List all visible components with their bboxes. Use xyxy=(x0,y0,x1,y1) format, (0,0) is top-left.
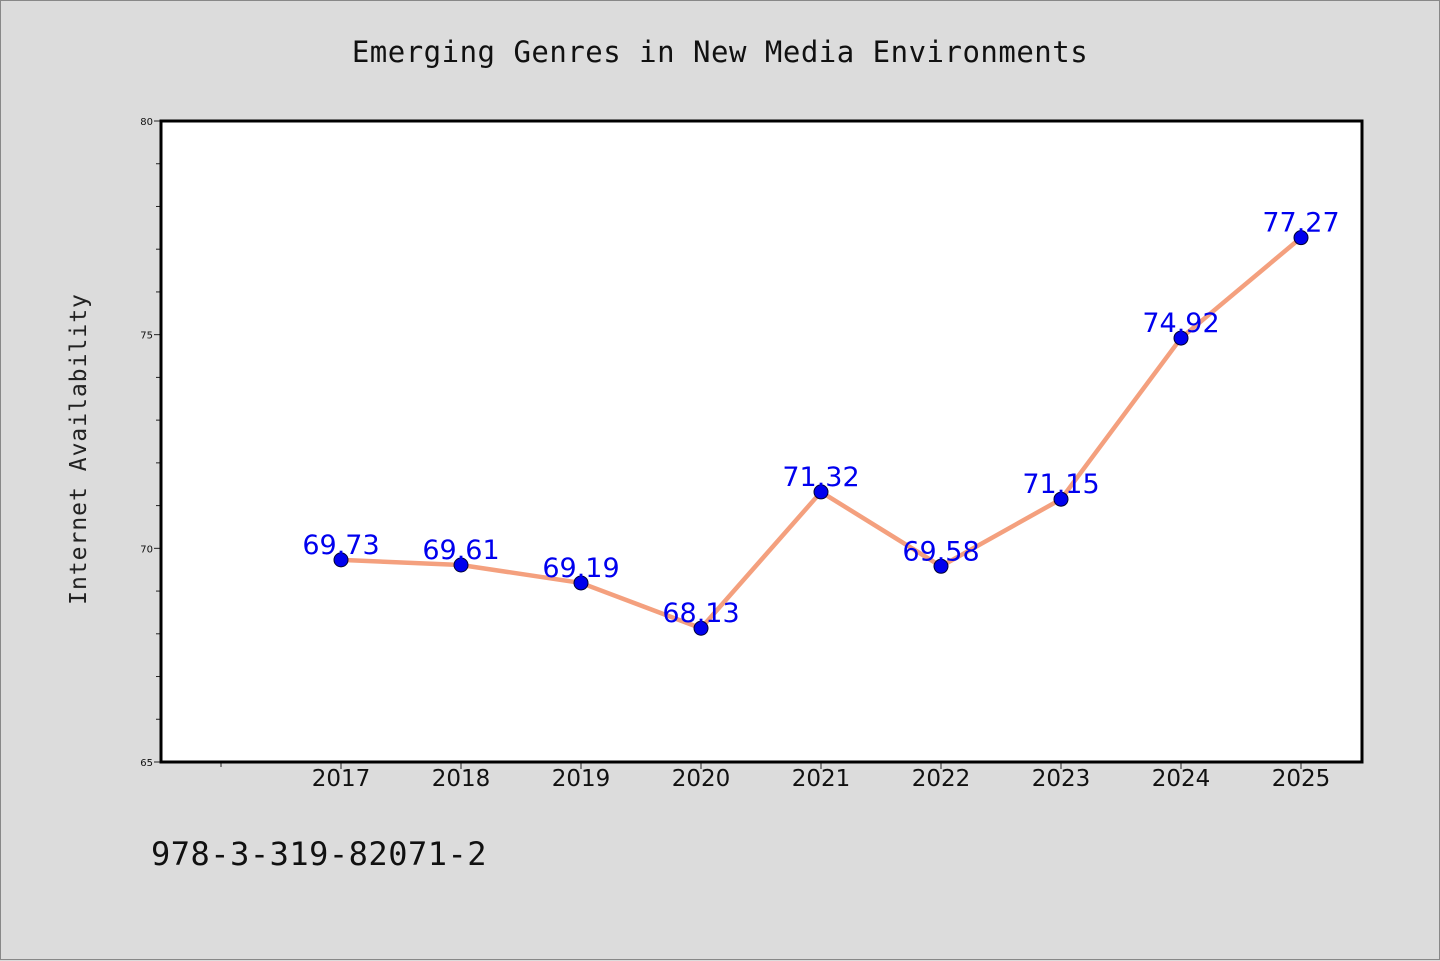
plot-background xyxy=(161,121,1362,762)
data-point xyxy=(1173,330,1189,346)
x-tick-label: 2019 xyxy=(552,766,611,792)
data-label: 71.15 xyxy=(1022,469,1099,500)
x-tick-label: 2023 xyxy=(1032,766,1091,792)
x-tick-label: 2018 xyxy=(432,766,491,792)
data-label: 69.19 xyxy=(542,553,619,584)
data-label: 68.13 xyxy=(662,598,739,629)
data-point xyxy=(693,620,709,636)
y-tick-label: 80 xyxy=(140,117,153,128)
data-label: 69.58 xyxy=(902,536,979,567)
isbn-footnote: 978-3-319-82071-2 xyxy=(151,835,488,873)
data-label: 69.61 xyxy=(422,535,499,566)
x-tick-label: 2021 xyxy=(792,766,851,792)
chart-title: Emerging Genres in New Media Environment… xyxy=(351,35,1089,69)
data-label: 74.92 xyxy=(1142,308,1219,339)
x-tick-label: 2017 xyxy=(312,766,371,792)
x-tick-label: 2025 xyxy=(1272,766,1331,792)
data-point xyxy=(933,558,949,574)
plot-frame xyxy=(159,119,1364,764)
data-point xyxy=(573,575,589,591)
data-point xyxy=(453,557,469,573)
y-tick-label: 70 xyxy=(140,544,153,555)
x-tick-label: 2022 xyxy=(912,766,971,792)
x-tick-label: 2020 xyxy=(672,766,731,792)
data-label: 71.32 xyxy=(782,462,859,493)
data-point xyxy=(1053,491,1069,507)
data-label: 77.27 xyxy=(1262,208,1339,239)
y-tick-label: 75 xyxy=(140,331,153,342)
data-point xyxy=(333,552,349,568)
data-point xyxy=(1293,230,1309,246)
x-tick-label: 2024 xyxy=(1152,766,1211,792)
y-tick-label: 65 xyxy=(140,758,153,769)
data-point xyxy=(813,484,829,500)
data-label: 69.73 xyxy=(302,530,379,561)
